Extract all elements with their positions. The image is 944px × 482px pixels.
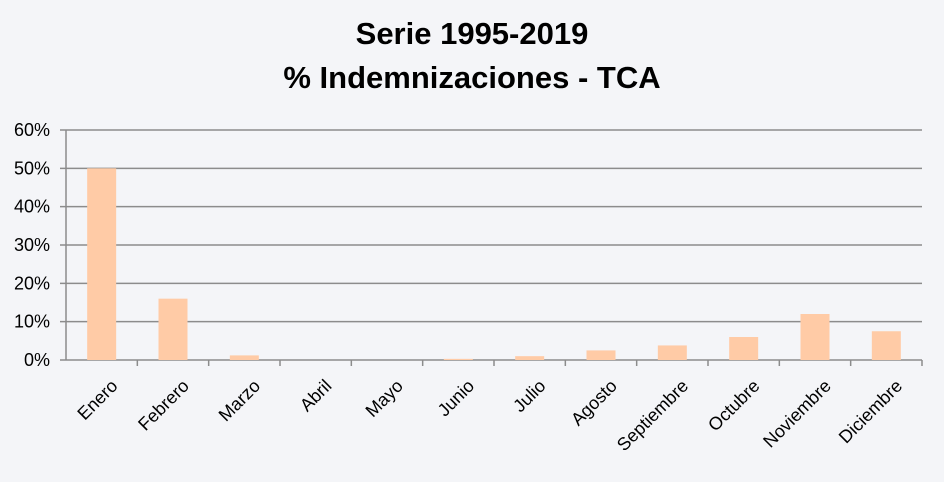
- gridlines: [60, 129, 923, 366]
- x-tick-label: Julio: [509, 376, 549, 416]
- y-tick-label: 60%: [14, 120, 50, 140]
- bar-febrero: [158, 298, 188, 360]
- chart-title-line-1: Serie 1995-2019: [355, 16, 589, 51]
- bars: [87, 168, 901, 360]
- x-axis-labels: Enero Febrero Marzo Abril Mayo Junio Julio Agos…: [73, 376, 906, 455]
- x-tick-label: Febrero: [134, 376, 193, 435]
- bar-agosto: [586, 350, 616, 360]
- y-tick-label: 20%: [14, 273, 50, 293]
- x-tick-label: Diciembre: [835, 376, 906, 447]
- x-tick-label: Agosto: [567, 376, 621, 430]
- y-tick-label: 10%: [14, 312, 50, 332]
- x-tick-label: Mayo: [362, 376, 407, 421]
- bar-enero: [87, 168, 117, 360]
- x-tick-label: Marzo: [215, 376, 265, 426]
- bar-marzo: [229, 355, 259, 360]
- bar-julio: [515, 356, 545, 360]
- y-tick-label: 0%: [24, 350, 50, 370]
- bar-septiembre: [657, 345, 687, 360]
- y-tick-label: 30%: [14, 235, 50, 255]
- x-tick-label: Enero: [73, 376, 121, 424]
- x-tick-label: Noviembre: [759, 376, 835, 452]
- bar-diciembre: [871, 331, 901, 360]
- y-tick-label: 50%: [14, 158, 50, 178]
- chart-title-line-2: % Indemnizaciones - TCA: [283, 60, 661, 95]
- bar-noviembre: [800, 314, 830, 360]
- y-axis-labels: 0% 10% 20% 30% 40% 50% 60%: [14, 120, 50, 370]
- x-tick-label: Junio: [434, 376, 479, 421]
- y-tick-label: 40%: [14, 197, 50, 217]
- x-tick-label: Septiembre: [613, 376, 692, 455]
- x-tick-label: Abril: [296, 376, 336, 416]
- bar-junio: [443, 358, 473, 360]
- x-tick-label: Octubre: [704, 376, 763, 435]
- bar-octubre: [729, 337, 759, 360]
